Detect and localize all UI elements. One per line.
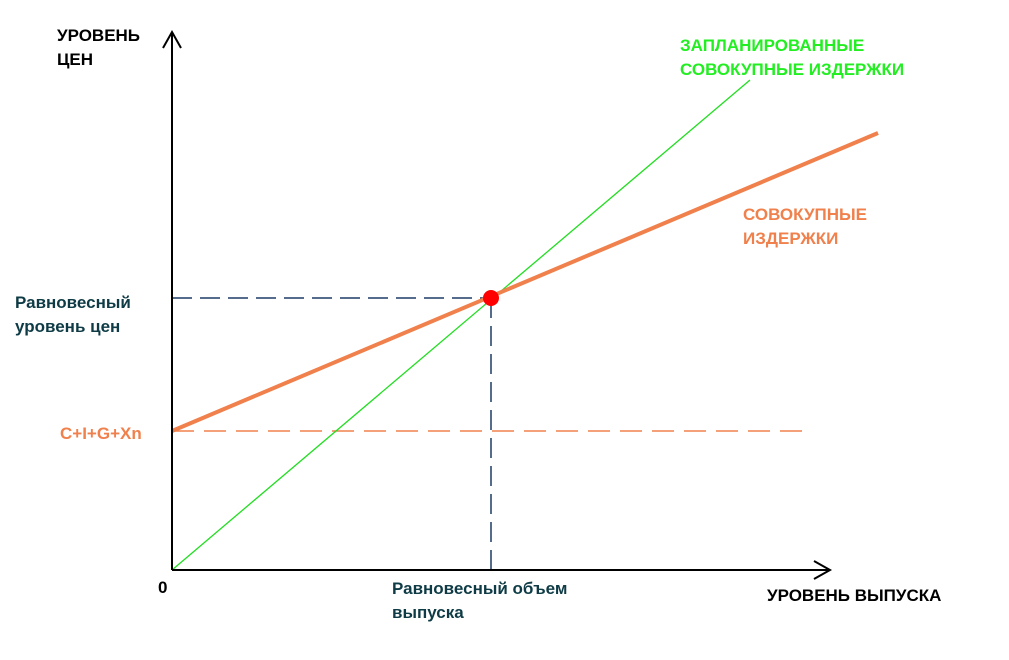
equilibrium-output-label: Равновесный объем выпуска	[392, 579, 568, 622]
intercept-label: C+I+G+Xn	[60, 424, 142, 443]
origin-label: 0	[158, 578, 168, 597]
planned-costs-line	[171, 79, 751, 571]
planned-costs-label: ЗАПЛАНИРОВАННЫЕ СОВОКУПНЫЕ ИЗДЕРЖКИ	[680, 36, 905, 79]
x-axis-arrowhead	[813, 560, 833, 580]
equilibrium-point	[483, 290, 499, 306]
x-axis-label: УРОВЕНЬ ВЫПУСКА	[767, 586, 942, 605]
aggregate-costs-label: СОВОКУПНЫЕ ИЗДЕРЖКИ	[743, 205, 868, 248]
y-axis-arrowhead	[162, 29, 182, 49]
aggregate-costs-line	[171, 131, 879, 433]
y-axis-label: УРОВЕНЬ ЦЕН	[57, 26, 141, 69]
equilibrium-price-label: Равновесный уровень цен	[15, 293, 131, 336]
